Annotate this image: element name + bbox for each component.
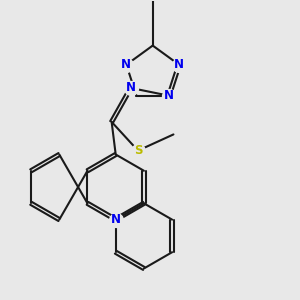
Text: N: N [126,82,136,94]
Text: S: S [134,144,142,157]
Text: N: N [111,213,121,226]
Text: N: N [122,58,131,71]
Text: N: N [164,89,174,102]
Text: N: N [174,58,184,71]
